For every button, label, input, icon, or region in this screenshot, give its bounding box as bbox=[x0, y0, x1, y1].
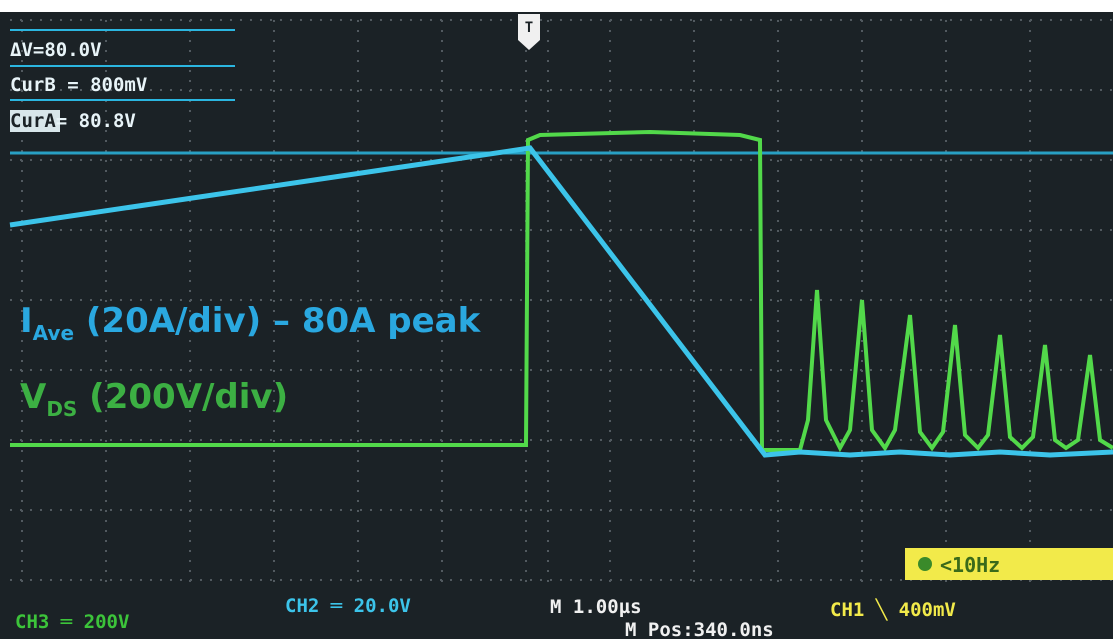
cursor-delta: ΔV=80.0V bbox=[10, 39, 102, 61]
voltage-symbol: V bbox=[20, 377, 47, 417]
cursor-a-value: = 80.8V bbox=[56, 110, 136, 132]
trigger-icon bbox=[918, 557, 932, 571]
page: {"cursor_readout": {"delta": "ΔV=80.0V",… bbox=[0, 0, 1113, 639]
voltage-subscript: DS bbox=[46, 397, 77, 421]
current-annotation: IAve (20A/div) – 80A peak bbox=[20, 301, 482, 345]
trigger-marker: T bbox=[525, 20, 533, 36]
ch3-setting: CH3 ═ 200V bbox=[15, 611, 129, 633]
cursor-b: CurB = 800mV bbox=[10, 74, 147, 96]
current-subscript: Ave bbox=[33, 321, 74, 345]
trigger-freq: <10Hz bbox=[940, 553, 1000, 577]
current-symbol: I bbox=[20, 301, 33, 341]
ch2-setting: CH2 ═ 20.0V bbox=[285, 595, 411, 617]
trigger-freq-box bbox=[905, 548, 1113, 580]
position: M Pos:340.0ns bbox=[625, 619, 774, 639]
oscilloscope-screen: ΔV=80.0V CurB = 800mV CurA= 80.8V T IAve… bbox=[0, 0, 1113, 639]
cursor-a: CurA= 80.8V bbox=[10, 110, 136, 132]
cursor-a-label: CurA bbox=[10, 110, 56, 132]
current-text: (20A/div) – 80A peak bbox=[74, 301, 482, 341]
ch1-setting: CH1 ╲ 400mV bbox=[830, 598, 956, 621]
voltage-text: (200V/div) bbox=[77, 377, 288, 417]
timebase: M 1.00µs bbox=[550, 596, 642, 618]
